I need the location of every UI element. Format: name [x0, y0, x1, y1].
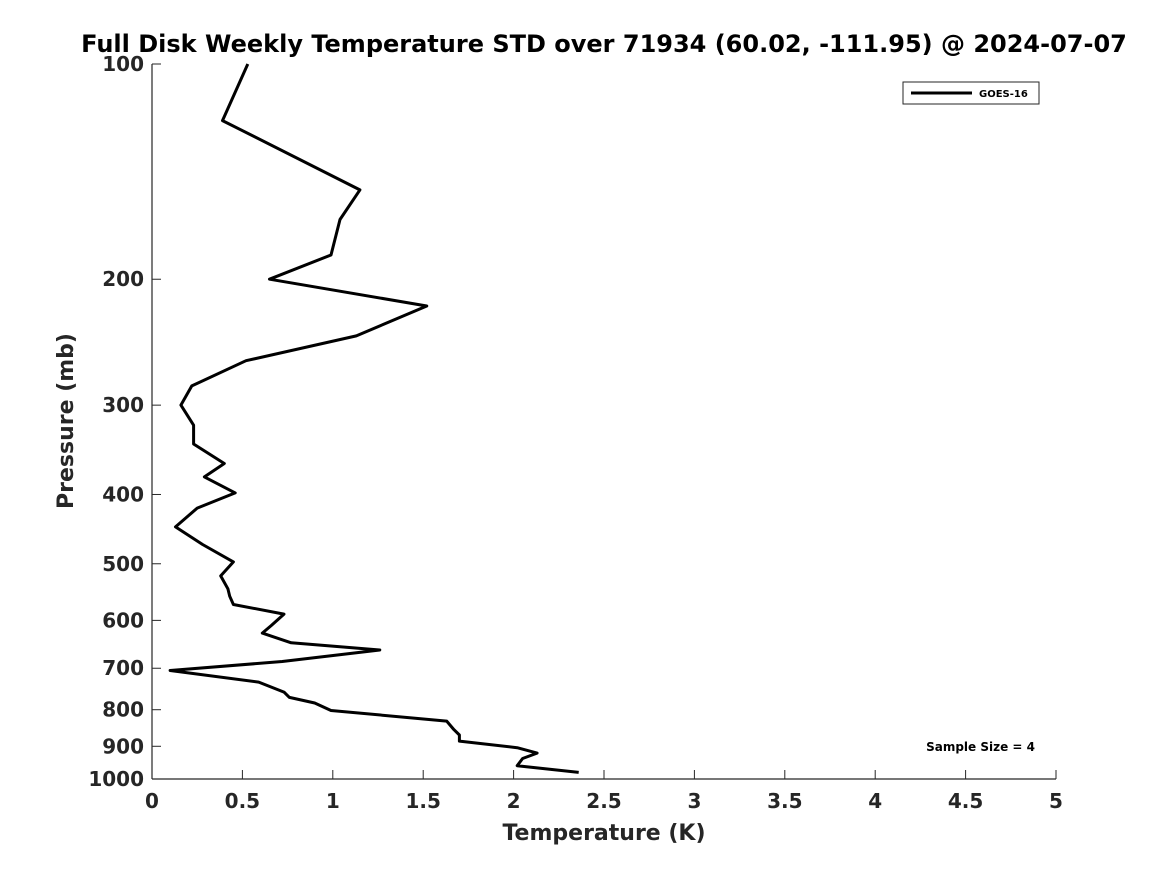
y-tick-label: 300	[102, 393, 144, 417]
x-tick-label: 2.5	[586, 789, 621, 813]
y-tick-label: 200	[102, 267, 144, 291]
y-tick-label: 400	[102, 482, 144, 506]
chart-title: Full Disk Weekly Temperature STD over 71…	[81, 30, 1127, 58]
x-axis-ticks: 0 0.5 1 1.5 2 2.5 3 3.5 4 4.5 5	[145, 770, 1063, 813]
y-axis-label: Pressure (mb)	[54, 333, 79, 509]
x-tick-label: 1	[326, 789, 340, 813]
x-axis-label: Temperature (K)	[502, 821, 705, 846]
y-tick-label: 500	[102, 552, 144, 576]
plot-area	[151, 64, 1056, 780]
x-tick-label: 2	[507, 789, 521, 813]
series-layer	[168, 63, 579, 774]
x-tick-label: 5	[1049, 789, 1063, 813]
sample-size-annotation: Sample Size = 4	[926, 740, 1035, 754]
y-tick-label: 700	[102, 656, 144, 680]
x-tick-label: 4.5	[948, 789, 983, 813]
y-tick-label: 1000	[88, 767, 144, 791]
y-tick-label: 100	[102, 52, 144, 76]
series-line-goes-16	[168, 63, 579, 774]
legend-label: GOES-16	[979, 89, 1028, 100]
x-tick-label: 4	[868, 789, 882, 813]
y-axis-ticks: 100 200 300 400 500 600 700 800 900 1000	[88, 52, 161, 791]
legend: GOES-16	[902, 81, 1040, 105]
x-tick-label: 1.5	[405, 789, 440, 813]
y-tick-label: 600	[102, 608, 144, 632]
y-tick-label: 900	[102, 734, 144, 758]
x-tick-label: 3.5	[767, 789, 802, 813]
x-tick-label: 3	[687, 789, 701, 813]
x-tick-label: 0	[145, 789, 159, 813]
y-tick-label: 800	[102, 698, 144, 722]
x-tick-label: 0.5	[225, 789, 260, 813]
